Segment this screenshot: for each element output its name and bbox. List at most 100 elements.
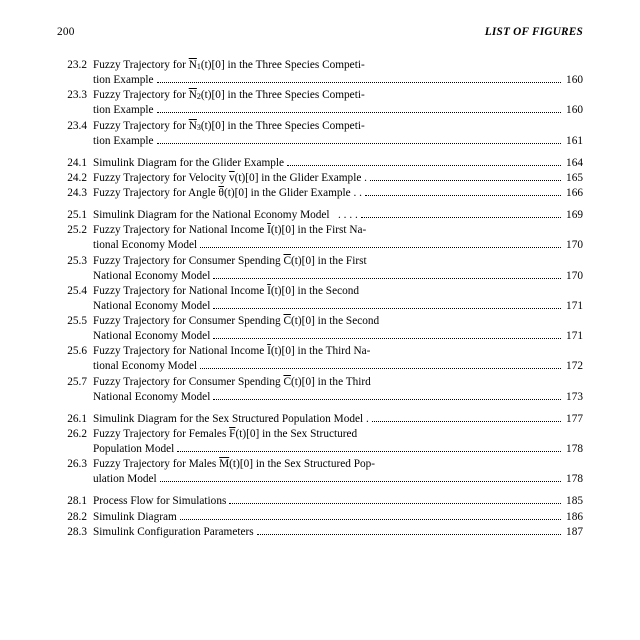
figure-text-wrap: tion Example 161 xyxy=(93,134,583,149)
figure-entry: 25.2Fuzzy Trajectory for National Income… xyxy=(57,223,583,238)
list-of-figures: 23.2Fuzzy Trajectory for N1(t)[0] in the… xyxy=(57,58,583,540)
figure-text-wrap: Fuzzy Trajectory for N2(t)[0] in the Thr… xyxy=(93,88,583,103)
figure-number: 23.3 xyxy=(57,88,93,103)
figure-page: 160 xyxy=(564,103,583,118)
figure-number: 28.3 xyxy=(57,525,93,540)
figure-text-wrap: Fuzzy Trajectory for Females F(t)[0] in … xyxy=(93,427,583,442)
figure-text-wrap: Simulink Diagram for the Glider Example 1… xyxy=(93,156,583,171)
figure-entry: National Economy Model 171 xyxy=(57,329,583,344)
figure-page: 171 xyxy=(564,299,583,314)
figure-text-wrap: Population Model 178 xyxy=(93,442,583,457)
dot-leader xyxy=(177,445,561,452)
figure-number: 23.2 xyxy=(57,58,93,73)
figure-page: 161 xyxy=(564,134,583,149)
figure-text-wrap: Process Flow for Simulations185 xyxy=(93,494,583,509)
figure-text-wrap: National Economy Model 171 xyxy=(93,329,583,344)
dot-leader xyxy=(361,211,561,218)
dot-leader xyxy=(370,174,561,181)
figure-number: 24.1 xyxy=(57,156,93,171)
figure-caption-line: tion Example xyxy=(93,103,154,118)
figure-entry: ulation Model178 xyxy=(57,472,583,487)
figure-entry: 28.2Simulink Diagram186 xyxy=(57,510,583,525)
figure-entry: 25.6Fuzzy Trajectory for National Income… xyxy=(57,344,583,359)
figure-text-wrap: National Economy Model 171 xyxy=(93,299,583,314)
figure-page: 172 xyxy=(564,359,583,374)
figure-caption-line: Fuzzy Trajectory for Females F(t)[0] in … xyxy=(93,427,357,442)
figure-number: 25.7 xyxy=(57,375,93,390)
figure-caption-line: Population Model xyxy=(93,442,174,457)
figure-caption-line: ulation Model xyxy=(93,472,157,487)
figure-text-wrap: National Economy Model 173 xyxy=(93,390,583,405)
dot-leader xyxy=(180,512,561,519)
figure-caption-line: Fuzzy Trajectory for Consumer Spending C… xyxy=(93,375,371,390)
dot-leader xyxy=(200,241,561,248)
figure-page: 170 xyxy=(564,238,583,253)
figure-text-wrap: Fuzzy Trajectory for Angle θ(t)[0] in th… xyxy=(93,186,583,201)
figure-number: 25.4 xyxy=(57,284,93,299)
figure-text-wrap: tional Economy Model 172 xyxy=(93,359,583,374)
figure-entry: Population Model 178 xyxy=(57,442,583,457)
page-number: 200 xyxy=(57,26,75,38)
figure-caption-line: Fuzzy Trajectory for Angle θ(t)[0] in th… xyxy=(93,186,362,201)
figure-caption-line: Process Flow for Simulations xyxy=(93,494,226,509)
dot-leader xyxy=(160,475,561,482)
figure-page: 173 xyxy=(564,390,583,405)
figure-entry: 24.3Fuzzy Trajectory for Angle θ(t)[0] i… xyxy=(57,186,583,201)
dot-leader xyxy=(157,76,561,83)
dot-leader xyxy=(213,271,561,278)
figure-number: 25.3 xyxy=(57,254,93,269)
figure-entry: tional Economy Model170 xyxy=(57,238,583,253)
figure-entry: National Economy Model170 xyxy=(57,269,583,284)
figure-caption-line: National Economy Model xyxy=(93,390,210,405)
figure-text-wrap: Fuzzy Trajectory for National Income I(t… xyxy=(93,344,583,359)
figure-caption-line: Simulink Diagram for the Sex Structured … xyxy=(93,412,369,427)
figure-group: 28.1Process Flow for Simulations18528.2S… xyxy=(57,494,583,539)
figure-text-wrap: Fuzzy Trajectory for Consumer Spending C… xyxy=(93,314,583,329)
figure-group: 26.1Simulink Diagram for the Sex Structu… xyxy=(57,412,583,488)
figure-group: 24.1Simulink Diagram for the Glider Exam… xyxy=(57,156,583,201)
figure-page: 164 xyxy=(564,156,583,171)
figure-entry: tion Example160 xyxy=(57,73,583,88)
figure-entry: 23.2Fuzzy Trajectory for N1(t)[0] in the… xyxy=(57,58,583,73)
figure-page: 165 xyxy=(564,171,583,186)
figure-text-wrap: Fuzzy Trajectory for N3(t)[0] in the Thr… xyxy=(93,119,583,134)
figure-caption-line: National Economy Model xyxy=(93,299,210,314)
figure-caption-line: Fuzzy Trajectory for National Income I(t… xyxy=(93,284,359,299)
header-title: LIST OF FIGURES xyxy=(485,26,583,38)
figure-page: 171 xyxy=(564,329,583,344)
figure-group: 23.2Fuzzy Trajectory for N1(t)[0] in the… xyxy=(57,58,583,149)
figure-caption-line: Fuzzy Trajectory for National Income I(t… xyxy=(93,344,370,359)
figure-number: 23.4 xyxy=(57,119,93,134)
figure-page: 177 xyxy=(564,412,583,427)
figure-entry: tion Example 160 xyxy=(57,103,583,118)
figure-caption-line: Simulink Configuration Parameters xyxy=(93,525,254,540)
figure-text-wrap: Fuzzy Trajectory for Males M(t)[0] in th… xyxy=(93,457,583,472)
figure-caption-line: Simulink Diagram for the Glider Example xyxy=(93,156,284,171)
figure-text-wrap: Fuzzy Trajectory for Consumer Spending C… xyxy=(93,375,583,390)
dot-leader xyxy=(157,106,561,113)
figure-text-wrap: ulation Model178 xyxy=(93,472,583,487)
figure-caption-line: National Economy Model xyxy=(93,269,210,284)
figure-entry: 26.3Fuzzy Trajectory for Males M(t)[0] i… xyxy=(57,457,583,472)
figure-group: 25.1Simulink Diagram for the National Ec… xyxy=(57,208,583,405)
figure-caption-line: Fuzzy Trajectory for National Income I(t… xyxy=(93,223,366,238)
figure-entry: 24.2Fuzzy Trajectory for Velocity v(t)[0… xyxy=(57,171,583,186)
figure-text-wrap: tion Example 160 xyxy=(93,103,583,118)
dot-leader xyxy=(229,497,561,504)
figure-number: 26.3 xyxy=(57,457,93,472)
figure-caption-line: tional Economy Model xyxy=(93,359,197,374)
figure-text-wrap: Fuzzy Trajectory for National Income I(t… xyxy=(93,284,583,299)
figure-caption-line: tion Example xyxy=(93,134,154,149)
figure-entry: tional Economy Model 172 xyxy=(57,359,583,374)
figure-caption-line: Fuzzy Trajectory for N3(t)[0] in the Thr… xyxy=(93,119,365,134)
figure-caption-line: National Economy Model xyxy=(93,329,210,344)
figure-entry: 25.7Fuzzy Trajectory for Consumer Spendi… xyxy=(57,375,583,390)
figure-caption-line: Fuzzy Trajectory for Males M(t)[0] in th… xyxy=(93,457,375,472)
figure-text-wrap: Fuzzy Trajectory for National Income I(t… xyxy=(93,223,583,238)
figure-text-wrap: tional Economy Model170 xyxy=(93,238,583,253)
dot-leader xyxy=(213,392,561,399)
figure-page: 178 xyxy=(564,442,583,457)
figure-number: 26.1 xyxy=(57,412,93,427)
figure-text-wrap: Simulink Diagram for the Sex Structured … xyxy=(93,412,583,427)
figure-entry: 25.5Fuzzy Trajectory for Consumer Spendi… xyxy=(57,314,583,329)
